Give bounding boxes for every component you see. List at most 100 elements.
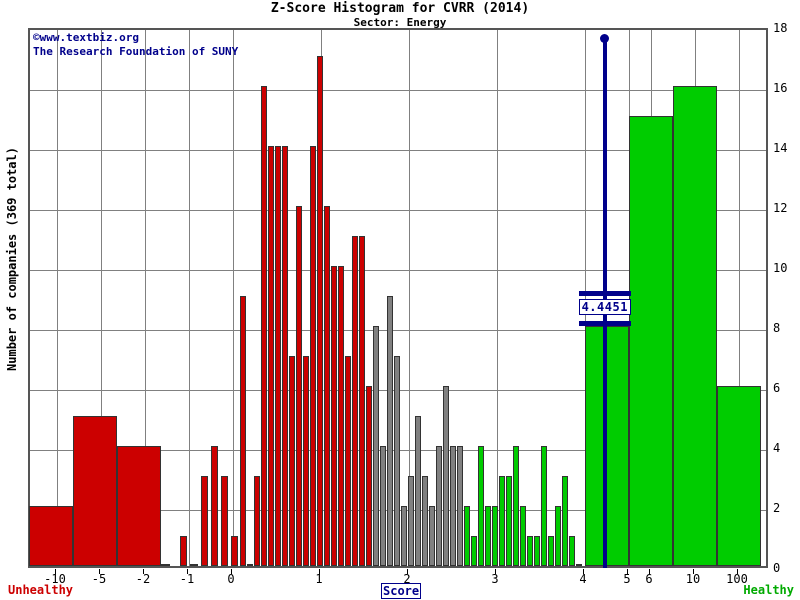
histogram-bar [485,506,491,566]
histogram-bar [415,416,421,566]
x-axis-tick-label: 6 [645,572,653,586]
histogram-bar [373,326,379,566]
x-axis-tick-mark [319,569,320,574]
histogram-bar [450,446,456,566]
page-title: Z-Score Histogram for CVRR (2014) [270,1,530,16]
histogram-bar [352,236,358,566]
x-axis-tick-label: -5 [91,572,107,586]
histogram-bar [401,506,407,566]
histogram-bar [338,266,344,566]
y-axis-tick-label: 0 [773,561,781,575]
gridline-horizontal [30,150,766,151]
gridline-vertical [145,30,146,566]
histogram-bar [457,446,463,566]
histogram-bar [541,446,547,566]
gridline-vertical [739,30,740,566]
gridline-horizontal [30,90,766,91]
x-axis-tick-label: 4 [579,572,587,586]
histogram-bar [380,446,386,566]
x-axis-tick-label: -1 [179,572,195,586]
x-axis-tick-mark [143,569,144,574]
y-axis-tick-label: 10 [773,261,788,275]
y-axis-tick-label: 8 [773,321,781,335]
y-axis-tick-label: 12 [773,201,788,215]
histogram-bar [254,476,260,566]
y-axis-tick-label: 2 [773,501,781,515]
histogram-bar [422,476,428,566]
histogram-bar [282,146,288,566]
x-axis-tick-mark [583,569,584,574]
histogram-bar [527,536,533,566]
histogram-bar [520,506,526,566]
histogram-bar [585,326,629,566]
gridline-vertical [189,30,190,566]
credits-text: ©www.textbiz.org The Research Foundation… [33,31,238,59]
histogram-bar [387,296,393,566]
histogram-bar [345,356,351,566]
x-axis-tick-mark [495,569,496,574]
histogram-bar [317,56,323,566]
histogram-bar [310,146,316,566]
histogram-bar [161,564,170,566]
y-axis-label: Number of companies (369 total) [5,147,19,371]
histogram-bar [478,446,484,566]
marker-dot [600,34,610,43]
histogram-bar [555,506,561,566]
histogram-bar [247,564,253,566]
gridline-horizontal [30,270,766,271]
histogram-bar [569,536,575,566]
x-axis-tick-mark [737,569,738,574]
y-axis-tick-label: 18 [773,21,788,35]
histogram-bar [268,146,274,566]
histogram-bar [506,476,512,566]
histogram-bar [221,476,228,566]
gridline-horizontal [30,330,766,331]
x-axis-tick-mark [231,569,232,574]
histogram-bar [429,506,435,566]
x-axis-tick-mark [99,569,100,574]
histogram-bar [548,536,554,566]
histogram-bar [190,564,198,566]
x-axis-tick-label: 5 [623,572,631,586]
x-axis-tick-mark [55,569,56,574]
histogram-bar [296,206,302,566]
histogram-bar [211,446,218,566]
histogram-bar [303,356,309,566]
histogram-bar [629,116,673,566]
credits-line-1: ©www.textbiz.org [33,31,139,44]
histogram-bar [240,296,246,566]
x-axis-tick-label: 0 [227,572,235,586]
histogram-bar [464,506,470,566]
gridline-vertical [585,30,586,566]
y-axis-tick-label: 14 [773,141,788,155]
x-axis-tick-mark [693,569,694,574]
unhealthy-label: Unhealthy [8,583,74,597]
histogram-bar [562,476,568,566]
histogram-bar [443,386,449,566]
x-axis-tick-mark [627,569,628,574]
x-axis-tick-label: 2 [403,572,411,586]
plot-area: 4.4451 [28,28,768,568]
x-axis-tick-label: 100 [726,572,748,586]
histogram-bar [117,446,161,566]
healthy-label: Healthy [743,583,794,597]
histogram-bar [289,356,295,566]
histogram-bar [73,416,117,566]
x-axis-tick-mark [649,569,650,574]
histogram-bar [499,476,505,566]
histogram-bar [717,386,761,566]
histogram-bar [408,476,414,566]
gridline-vertical [497,30,498,566]
gridline-vertical [101,30,102,566]
x-axis-tick-label: -2 [135,572,151,586]
marker-value-label: 4.4451 [578,298,631,315]
histogram-bar [331,266,337,566]
x-axis-tick-label: 10 [685,572,701,586]
histogram-bar [576,564,582,566]
histogram-bar [180,536,187,566]
x-axis-tick-mark [407,569,408,574]
histogram-bar [673,86,717,566]
histogram-bar [513,446,519,566]
histogram-bar [436,446,442,566]
